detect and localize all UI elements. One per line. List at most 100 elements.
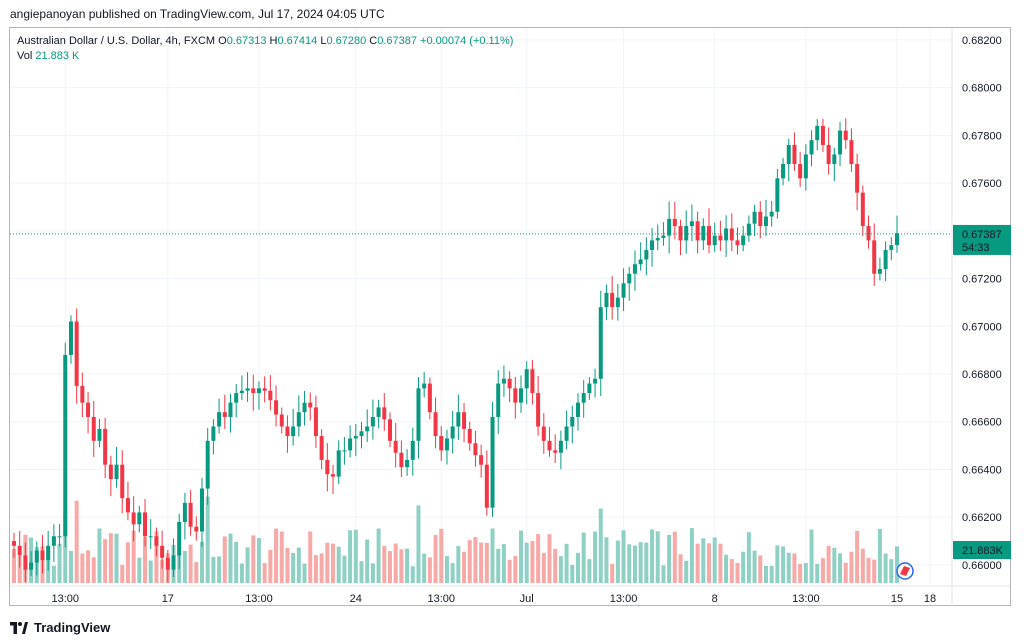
candle-body (781, 164, 786, 179)
volume-bar (758, 555, 763, 583)
candle-body (382, 407, 387, 420)
low-value: 0.67280 (326, 35, 367, 47)
close-label: C (369, 35, 378, 47)
candle-body (815, 125, 820, 141)
tradingview-footer[interactable]: TradingView (10, 620, 110, 635)
time-tick-label: 13:00 (792, 593, 820, 605)
candle-body (769, 211, 774, 217)
chart-frame[interactable] (9, 27, 1011, 606)
candle-body (353, 436, 358, 439)
candle-body (621, 283, 626, 298)
candle-body (627, 273, 632, 284)
high-value: 0.67414 (277, 35, 318, 47)
candle-body (593, 378, 598, 384)
volume-bar (211, 556, 216, 583)
candle-body (308, 402, 313, 408)
candle-body (336, 450, 341, 477)
candle-body (524, 369, 529, 389)
volume-bar (325, 542, 330, 583)
candle-body (672, 218, 677, 227)
candle-body (51, 536, 56, 546)
volume-bar (57, 543, 62, 583)
footer-brand: TradingView (34, 620, 111, 635)
volume-badge (953, 541, 1011, 559)
candle-body (615, 297, 620, 308)
candle-body (729, 228, 734, 241)
candle-body (712, 235, 717, 246)
candle-body (222, 412, 227, 417)
candle-body (490, 416, 495, 508)
volume-bar (621, 530, 626, 583)
candle-body (786, 144, 791, 165)
volume-bar (228, 533, 233, 583)
price-tick-label: 0.67000 (962, 321, 1002, 333)
candle-body (513, 388, 518, 403)
candle-body (792, 144, 797, 165)
volume-bar (729, 559, 734, 583)
volume-bar (12, 548, 16, 583)
volume-bar (832, 547, 837, 583)
volume-bar (462, 551, 467, 583)
volume-bar (91, 557, 96, 583)
candle-body (427, 383, 432, 413)
candle-body (251, 388, 256, 394)
volume-bar (444, 556, 449, 583)
candle-body (256, 388, 261, 394)
volume-bar (746, 532, 751, 583)
volume-bar (302, 563, 307, 583)
candle-body (541, 426, 546, 441)
candle-body (758, 211, 763, 227)
volume-bar (558, 556, 563, 583)
candle-body (872, 240, 877, 274)
volume-bar (120, 564, 125, 583)
candle-body (610, 292, 615, 308)
candle-body (832, 154, 837, 165)
volume-bar (661, 565, 666, 583)
candle-body (57, 536, 62, 538)
candle-body (701, 226, 706, 241)
candle-body (313, 407, 318, 437)
open-label: O (218, 35, 227, 47)
candle-body (291, 426, 296, 437)
candle-body (775, 178, 780, 212)
symbol-title[interactable]: Australian Dollar / U.S. Dollar, 4h, FXC… (17, 35, 216, 47)
candle-body (125, 498, 130, 513)
flag-icon (900, 566, 910, 576)
price-tick-label: 0.68000 (962, 83, 1002, 95)
candle-body (137, 512, 142, 525)
volume-bar (667, 534, 672, 583)
volume-bar (547, 534, 552, 583)
volume-bar (752, 550, 757, 583)
time-tick-label: 13:00 (427, 593, 455, 605)
volume-bar (638, 542, 643, 583)
candle-body (564, 426, 569, 441)
candle-body (598, 307, 603, 379)
volume-bar (895, 546, 899, 583)
volume-bar (405, 548, 410, 583)
candle-body (820, 125, 825, 145)
volume-bar (439, 528, 444, 583)
volume-bar (724, 554, 729, 583)
volume-bar (575, 552, 580, 583)
candle-body (450, 426, 455, 439)
time-tick-label: Jul (520, 593, 534, 605)
volume-bar (473, 537, 478, 583)
volume-bar (815, 564, 820, 583)
candle-body (296, 412, 301, 427)
volume-bar (17, 556, 22, 583)
candle-body (103, 428, 108, 465)
candle-body (735, 240, 740, 246)
volume-bar (348, 530, 353, 583)
candle-body (632, 264, 637, 274)
candle-body (12, 541, 16, 546)
volume-bar (131, 530, 136, 583)
candle-body (40, 550, 45, 561)
candle-body (108, 464, 113, 480)
candle-body (638, 259, 643, 265)
chart-legend: Australian Dollar / U.S. Dollar, 4h, FXC… (17, 34, 513, 64)
volume-bar (507, 559, 512, 583)
volume-bar (513, 556, 518, 583)
volume-label[interactable]: Vol (17, 50, 33, 62)
volume-bar (741, 551, 746, 583)
